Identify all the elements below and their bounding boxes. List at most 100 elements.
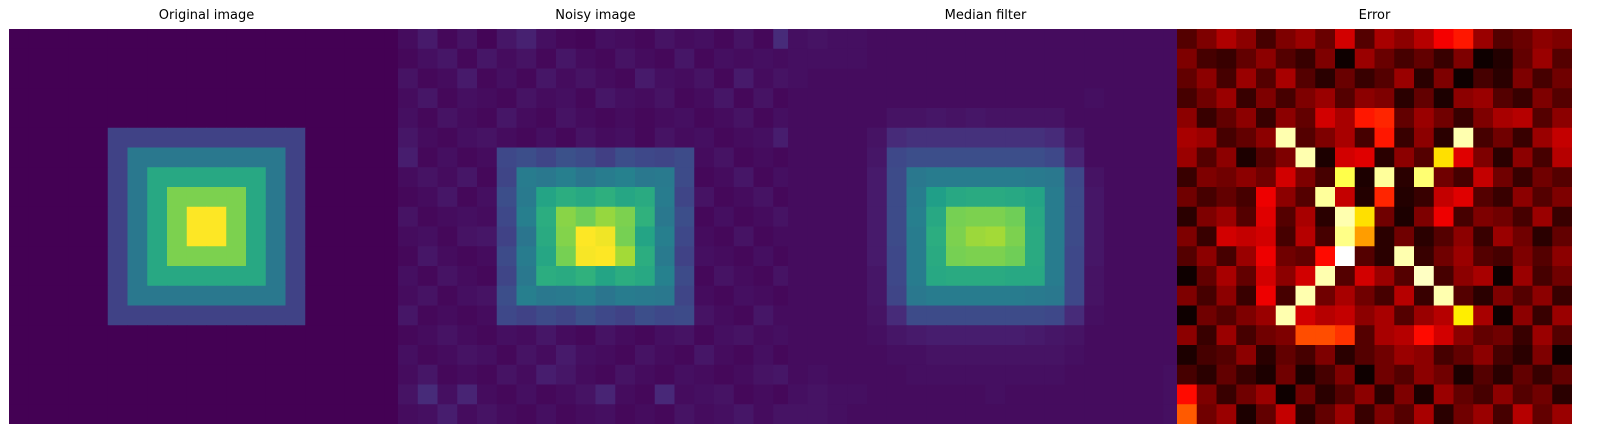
- heatmap-cell: [226, 285, 247, 307]
- heatmap-cell: [477, 147, 498, 168]
- heatmap-cell: [496, 246, 518, 267]
- heatmap-cell: [1084, 345, 1105, 366]
- heatmap-cell: [1354, 127, 1376, 149]
- heatmap-cell: [1532, 404, 1553, 424]
- heatmap-cell: [674, 345, 695, 366]
- heatmap-cell: [1044, 127, 1066, 149]
- original-image-panel: Original image: [9, 0, 404, 433]
- heatmap-cell: [226, 108, 247, 129]
- heatmap-cell: [265, 364, 287, 386]
- heatmap-cell: [827, 187, 848, 208]
- heatmap-cell: [226, 384, 247, 405]
- heatmap-cell: [886, 29, 908, 50]
- heatmap-cell: [437, 187, 458, 208]
- heatmap-cell: [364, 147, 385, 168]
- heatmap-cell: [167, 29, 188, 50]
- heatmap-cell: [344, 48, 366, 70]
- heatmap-cell: [1143, 305, 1164, 326]
- heatmap-cell: [1493, 108, 1514, 129]
- heatmap-cell: [186, 147, 208, 168]
- heatmap-cell: [107, 325, 129, 346]
- heatmap-cell: [437, 364, 458, 386]
- heatmap-cell: [186, 48, 208, 70]
- heatmap-cell: [28, 127, 50, 149]
- heatmap-cell: [496, 88, 518, 109]
- heatmap-cell: [556, 127, 577, 149]
- heatmap-cell: [1104, 285, 1125, 307]
- heatmap-cell: [147, 285, 168, 307]
- heatmap-cell: [1394, 29, 1415, 50]
- heatmap-cell: [48, 325, 69, 346]
- heatmap-cell: [265, 187, 287, 208]
- heatmap-cell: [1025, 226, 1046, 247]
- heatmap-cell: [186, 88, 208, 109]
- heatmap-cell: [1433, 108, 1455, 129]
- heatmap-cell: [714, 384, 735, 405]
- heatmap-cell: [1453, 246, 1474, 267]
- heatmap-cell: [1315, 364, 1336, 386]
- heatmap-cell: [325, 48, 346, 70]
- heatmap-cell: [417, 384, 439, 405]
- heatmap-cell: [1433, 266, 1455, 287]
- heatmap-cell: [753, 364, 774, 386]
- heatmap-cell: [1104, 305, 1125, 326]
- heatmap-cell: [595, 206, 616, 228]
- heatmap-cell: [1493, 206, 1514, 228]
- heatmap-cell: [674, 404, 695, 424]
- heatmap-cell: [364, 305, 385, 326]
- heatmap-cell: [847, 29, 868, 50]
- heatmap-cell: [575, 29, 597, 50]
- heatmap-cell: [9, 325, 30, 346]
- heatmap-cell: [827, 305, 848, 326]
- heatmap-cell: [827, 364, 848, 386]
- heatmap-cell: [1196, 384, 1218, 405]
- heatmap-cell: [1005, 108, 1026, 129]
- heatmap-cell: [88, 206, 109, 228]
- heatmap-cell: [1532, 88, 1553, 109]
- heatmap-cell: [1552, 108, 1572, 129]
- heatmap-cell: [827, 127, 848, 149]
- heatmap-cell: [714, 285, 735, 307]
- heatmap-cell: [457, 364, 478, 386]
- heatmap-cell: [398, 364, 419, 386]
- heatmap-cell: [1532, 147, 1553, 168]
- heatmap-cell: [654, 246, 676, 267]
- heatmap-cell: [1394, 108, 1415, 129]
- heatmap-cell: [1044, 226, 1066, 247]
- heatmap-cell: [1493, 167, 1514, 188]
- heatmap-cell: [1084, 285, 1105, 307]
- heatmap-cell: [226, 68, 247, 89]
- heatmap-cell: [906, 29, 927, 50]
- heatmap-cell: [1493, 147, 1514, 168]
- heatmap-cell: [127, 285, 148, 307]
- heatmap-cell: [1025, 48, 1046, 70]
- heatmap-cell: [1123, 266, 1145, 287]
- heatmap-cell: [1177, 364, 1198, 386]
- heatmap-cell: [167, 147, 188, 168]
- heatmap-cell: [788, 364, 809, 386]
- heatmap-cell: [1354, 48, 1376, 70]
- heatmap-cell: [575, 226, 597, 247]
- heatmap-cell: [1295, 68, 1316, 89]
- heatmap-cell: [1414, 68, 1435, 89]
- heatmap-cell: [477, 345, 498, 366]
- heatmap-cell: [926, 345, 947, 366]
- heatmap-cell: [807, 364, 829, 386]
- heatmap-cell: [1064, 167, 1085, 188]
- heatmap-cell: [457, 226, 478, 247]
- heatmap-cell: [1433, 404, 1455, 424]
- heatmap-cell: [1433, 384, 1455, 405]
- heatmap-cell: [1335, 147, 1356, 168]
- heatmap-cell: [1177, 285, 1198, 307]
- heatmap-cell: [694, 48, 715, 70]
- heatmap-cell: [305, 68, 326, 89]
- heatmap-cell: [1354, 404, 1376, 424]
- heatmap-cell: [827, 266, 848, 287]
- heatmap-cell: [575, 187, 597, 208]
- heatmap-cell: [615, 48, 636, 70]
- heatmap-cell: [107, 266, 129, 287]
- heatmap-cell: [1123, 246, 1145, 267]
- heatmap-cell: [886, 127, 908, 149]
- heatmap-cell: [1414, 147, 1435, 168]
- heatmap-cell: [985, 48, 1006, 70]
